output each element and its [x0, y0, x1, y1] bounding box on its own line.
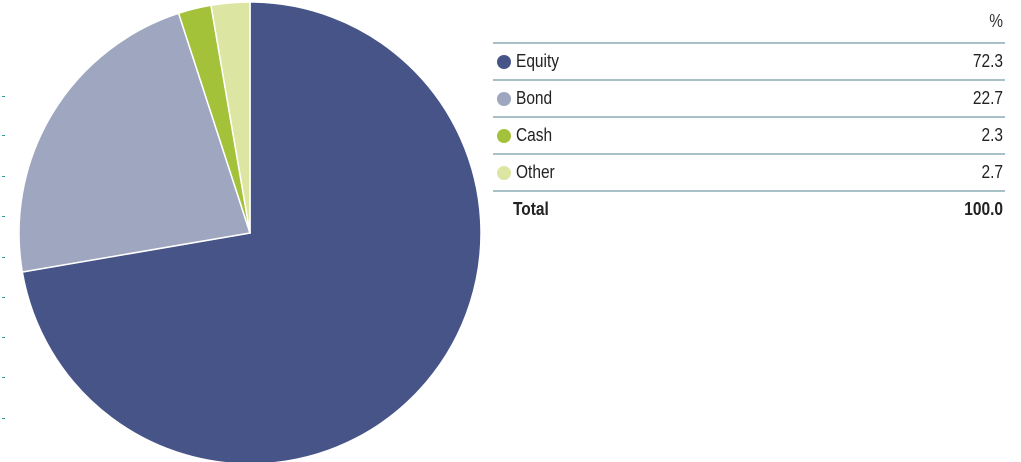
legend-label: Other [516, 162, 555, 182]
edge-tick [2, 377, 5, 378]
legend-row-other: Other 2.7 [493, 153, 1005, 190]
pie-chart-svg [18, 1, 482, 462]
legend-label: Bond [516, 88, 553, 108]
legend-value: 22.7 [972, 88, 1003, 108]
legend-row-cash: Cash 2.3 [493, 116, 1005, 153]
legend-value: 72.3 [972, 51, 1003, 71]
total-value: 100.0 [964, 199, 1003, 219]
edge-tick [2, 257, 5, 258]
pie-slice-other [210, 1, 251, 234]
other-swatch-icon [497, 166, 511, 180]
pie-slice-bond [18, 12, 251, 273]
cash-swatch-icon [497, 129, 511, 143]
edge-tick [2, 96, 5, 97]
equity-swatch-icon [497, 55, 511, 69]
pie-chart [0, 0, 500, 462]
edge-tick [2, 297, 5, 298]
bond-swatch-icon [497, 92, 511, 106]
edge-tick [2, 216, 5, 217]
edge-tick [2, 337, 5, 338]
legend-row-equity: Equity 72.3 [493, 42, 1005, 79]
total-label: Total [513, 199, 549, 219]
legend-value: 2.3 [981, 125, 1003, 145]
percent-column-header: % [989, 11, 1003, 31]
edge-tick [2, 135, 5, 136]
legend-value: 2.7 [981, 162, 1003, 182]
edge-tick [2, 176, 5, 177]
legend-row-total: Total 100.0 [493, 190, 1005, 227]
pie-slice-equity [21, 1, 482, 462]
legend-label: Equity [516, 51, 560, 71]
left-edge-ticks [0, 0, 8, 462]
allocation-rows: Equity 72.3 Bond 22.7 Cash 2.3 Other 2.7… [493, 42, 1005, 227]
allocation-table: % Equity 72.3 Bond 22.7 Cash 2.3 Other 2… [493, 0, 1005, 240]
legend-row-bond: Bond 22.7 [493, 79, 1005, 116]
edge-tick [2, 418, 5, 419]
legend-label: Cash [516, 125, 553, 145]
